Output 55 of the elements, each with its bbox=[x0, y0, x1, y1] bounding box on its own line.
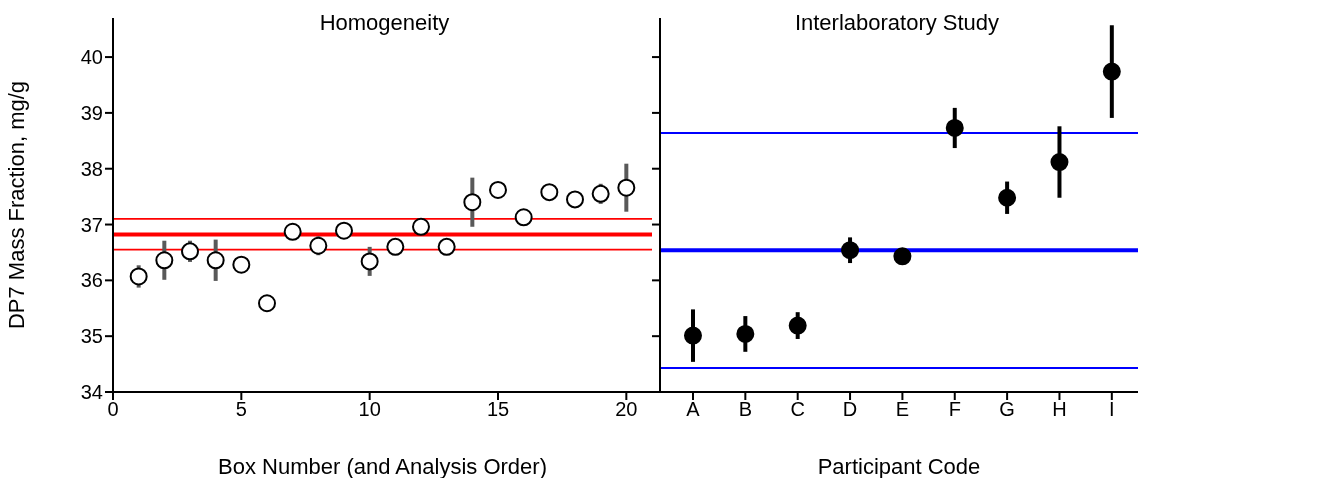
point bbox=[998, 188, 1017, 207]
point bbox=[617, 178, 636, 197]
point bbox=[591, 184, 610, 203]
x-axis-title: Participant Code bbox=[817, 454, 981, 478]
point bbox=[540, 183, 559, 202]
x-tick-label: 5 bbox=[235, 398, 247, 421]
x-tick-label: 0 bbox=[107, 398, 119, 421]
point bbox=[181, 242, 199, 261]
point bbox=[335, 221, 353, 240]
point bbox=[841, 241, 860, 260]
x-tick-label: H bbox=[1052, 398, 1067, 421]
point bbox=[309, 236, 328, 255]
point bbox=[788, 316, 807, 335]
chart-title: Homogeneity bbox=[318, 10, 451, 36]
point bbox=[893, 247, 912, 266]
point bbox=[736, 324, 755, 343]
point bbox=[412, 217, 430, 236]
x-tick-label: D bbox=[842, 398, 858, 421]
x-tick-label: 10 bbox=[358, 398, 381, 421]
point bbox=[683, 326, 702, 345]
x-tick-label: E bbox=[895, 398, 910, 421]
point bbox=[945, 118, 964, 137]
point bbox=[386, 237, 405, 256]
x-tick-label: F bbox=[948, 398, 961, 421]
point bbox=[489, 180, 507, 199]
x-tick-label: 20 bbox=[615, 398, 638, 421]
x-tick-label: C bbox=[790, 398, 805, 421]
y-tick-label: 35 bbox=[80, 325, 103, 348]
point bbox=[1050, 153, 1069, 172]
y-axis-title: DP7 Mass Fraction, mg/g bbox=[3, 80, 29, 330]
y-tick-label: 40 bbox=[80, 46, 103, 69]
point bbox=[463, 193, 482, 212]
chart-title: Interlaboratory Study bbox=[793, 10, 1001, 36]
y-tick-label: 34 bbox=[80, 381, 103, 404]
point bbox=[258, 294, 276, 313]
y-tick-label: 36 bbox=[80, 269, 103, 292]
point bbox=[206, 251, 225, 270]
x-axis-title: Box Number (and Analysis Order) bbox=[218, 454, 547, 478]
x-tick-label: G bbox=[999, 398, 1015, 421]
point bbox=[232, 255, 251, 274]
point bbox=[1102, 62, 1121, 81]
point bbox=[283, 222, 302, 241]
y-tick-label: 38 bbox=[80, 157, 103, 180]
x-tick-label: 15 bbox=[486, 398, 510, 421]
x-tick-label: A bbox=[686, 398, 701, 421]
y-tick-label: 39 bbox=[80, 102, 103, 124]
point bbox=[514, 208, 533, 227]
x-tick-label: I bbox=[1109, 398, 1115, 421]
point bbox=[155, 251, 174, 270]
x-tick-label: B bbox=[738, 398, 753, 421]
point bbox=[437, 237, 456, 256]
point bbox=[129, 267, 148, 286]
point bbox=[360, 252, 379, 271]
point bbox=[566, 190, 584, 209]
y-tick-label: 37 bbox=[80, 213, 103, 236]
